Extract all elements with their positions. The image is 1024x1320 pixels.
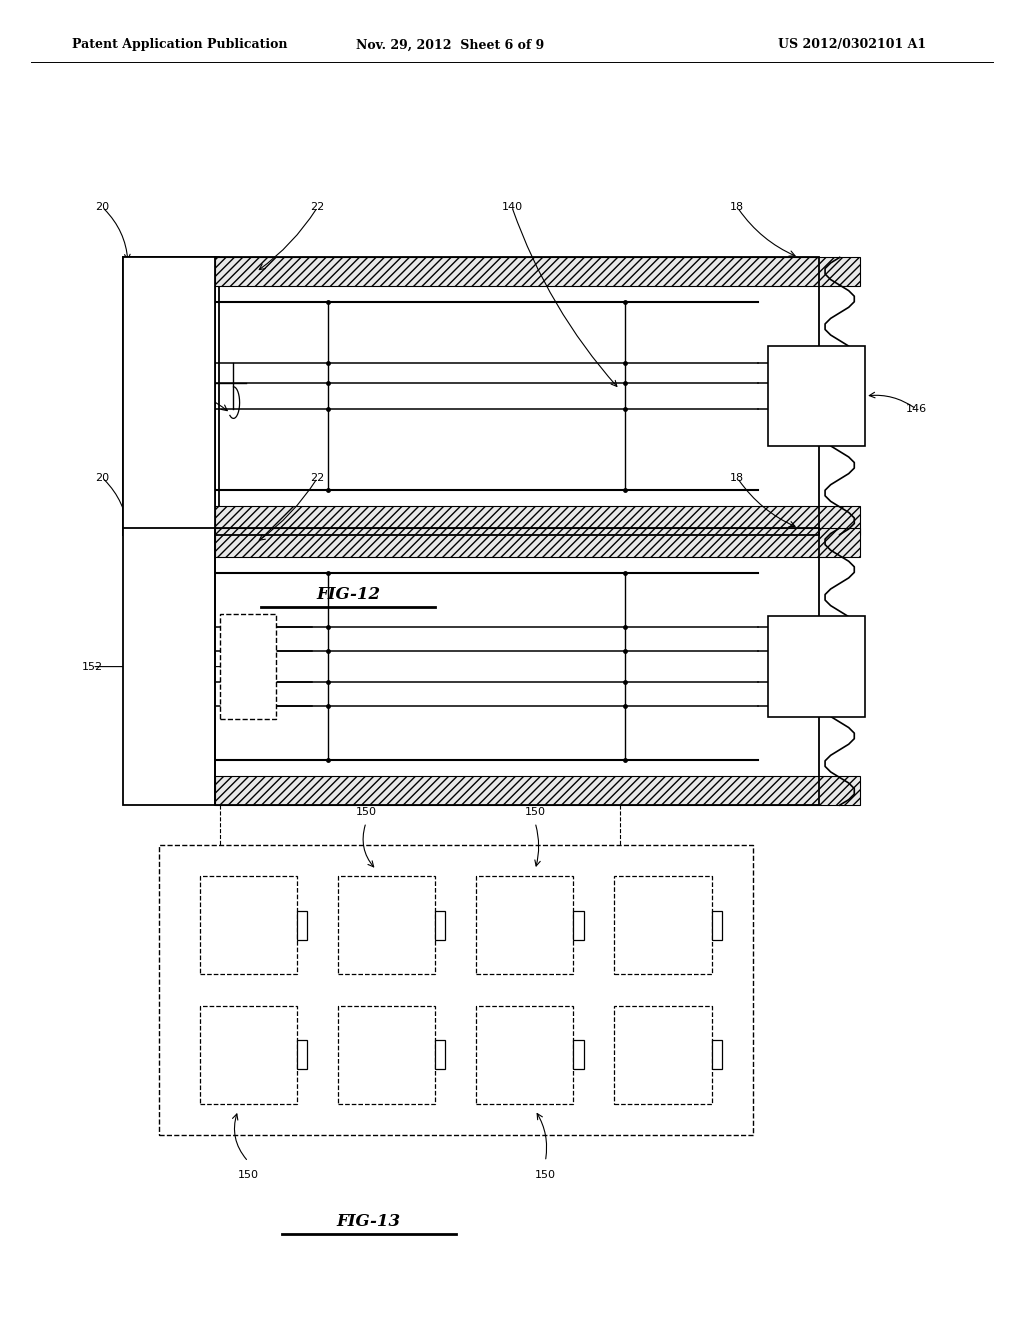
Bar xyxy=(338,1006,435,1104)
Bar xyxy=(712,911,722,940)
Bar xyxy=(476,876,573,974)
Bar xyxy=(435,911,445,940)
Text: Patent Application Publication: Patent Application Publication xyxy=(72,38,287,51)
Bar xyxy=(297,911,307,940)
Bar xyxy=(220,614,276,719)
Bar xyxy=(200,1006,297,1104)
Bar xyxy=(215,506,860,535)
Text: US 2012/0302101 A1: US 2012/0302101 A1 xyxy=(778,38,927,51)
Text: Nov. 29, 2012  Sheet 6 of 9: Nov. 29, 2012 Sheet 6 of 9 xyxy=(356,38,545,51)
Text: 140: 140 xyxy=(502,202,522,213)
Text: 22: 22 xyxy=(310,202,325,213)
Text: 150: 150 xyxy=(535,1170,556,1180)
Text: Controller: Controller xyxy=(791,661,843,672)
Bar xyxy=(200,876,297,974)
Text: +: + xyxy=(159,560,169,573)
Bar xyxy=(215,528,860,557)
Bar xyxy=(614,876,712,974)
Bar xyxy=(768,616,865,717)
Text: Controller: Controller xyxy=(791,391,843,401)
Text: 150: 150 xyxy=(524,807,546,817)
Text: FIG-13: FIG-13 xyxy=(337,1213,400,1229)
Text: 18: 18 xyxy=(730,473,744,483)
Bar xyxy=(215,257,860,286)
Text: −: − xyxy=(159,758,169,771)
Text: +: + xyxy=(159,289,169,302)
Bar xyxy=(123,528,215,805)
Bar xyxy=(338,876,435,974)
Text: 146: 146 xyxy=(906,404,927,414)
Bar xyxy=(768,346,865,446)
Text: 22: 22 xyxy=(310,473,325,483)
Text: 20: 20 xyxy=(95,202,110,213)
Bar xyxy=(123,257,215,535)
Text: −: − xyxy=(159,487,169,500)
Bar xyxy=(614,1006,712,1104)
Text: 150: 150 xyxy=(238,1170,259,1180)
Bar xyxy=(435,1040,445,1069)
Bar xyxy=(123,257,219,535)
Bar xyxy=(215,528,819,805)
Bar xyxy=(573,911,584,940)
Bar xyxy=(712,1040,722,1069)
Bar xyxy=(573,1040,584,1069)
Text: 20: 20 xyxy=(95,473,110,483)
Bar xyxy=(215,776,860,805)
Bar xyxy=(159,845,753,1135)
Text: 150: 150 xyxy=(355,807,377,817)
Text: 144: 144 xyxy=(123,378,143,388)
Text: 152: 152 xyxy=(82,661,102,672)
Bar xyxy=(215,257,819,535)
Text: FIG-12: FIG-12 xyxy=(316,586,380,602)
Bar xyxy=(476,1006,573,1104)
Text: 18: 18 xyxy=(730,202,744,213)
Bar xyxy=(297,1040,307,1069)
